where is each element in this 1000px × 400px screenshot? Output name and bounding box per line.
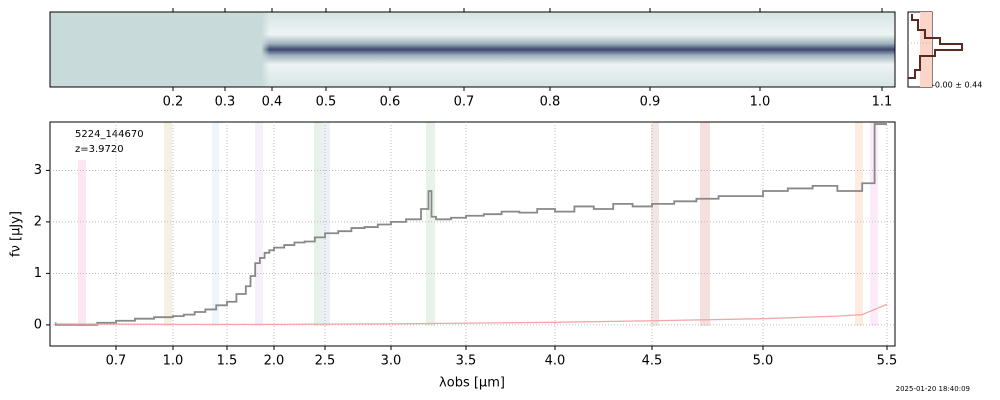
x2-tick-label: 0.3 bbox=[215, 95, 236, 110]
x-tick-label: 3.5 bbox=[456, 354, 477, 369]
spectrum-line bbox=[54, 123, 887, 326]
object-id: 5224_144670 bbox=[75, 129, 144, 140]
y-tick-label: 0 bbox=[34, 317, 42, 332]
x2-tick-label: 1.0 bbox=[750, 95, 771, 110]
x-tick-label: 1.5 bbox=[217, 354, 238, 369]
spectrum-line bbox=[55, 303, 888, 326]
y-tick-label: 3 bbox=[34, 163, 42, 178]
line-markers bbox=[78, 122, 878, 326]
noise-label: -0.00 ± 0.44 bbox=[932, 81, 982, 90]
x-axis-label: λobs [μm] bbox=[439, 376, 505, 391]
x2-tick-label: 0.6 bbox=[380, 95, 401, 110]
redshift: z=3.9720 bbox=[75, 144, 124, 155]
x-tick-label: 5.5 bbox=[877, 354, 898, 369]
x-tick-label: 1.0 bbox=[163, 354, 184, 369]
x2-tick-label: 0.9 bbox=[640, 95, 661, 110]
x2-tick-label: 0.8 bbox=[540, 95, 561, 110]
x2-tick-label: 0.4 bbox=[262, 95, 283, 110]
main-frame bbox=[49, 121, 896, 347]
x-tick-label: 4.0 bbox=[545, 354, 566, 369]
x2-tick-label: 1.1 bbox=[872, 95, 893, 110]
y-axis-label: fν [μJy] bbox=[9, 211, 24, 257]
x-tick-label: 2.0 bbox=[264, 354, 285, 369]
timestamp: 2025-01-20 18:40:09 bbox=[896, 385, 970, 393]
x-tick-label: 0.7 bbox=[106, 354, 127, 369]
top-frame bbox=[49, 11, 896, 88]
x-tick-label: 3.0 bbox=[381, 354, 402, 369]
y-tick-label: 1 bbox=[34, 266, 42, 281]
y-tick-label: 2 bbox=[34, 214, 42, 229]
spectrum-2d-blue bbox=[50, 12, 895, 87]
hist-band bbox=[920, 12, 932, 87]
x2-tick-label: 0.5 bbox=[316, 95, 337, 110]
x2-tick-label: 0.2 bbox=[163, 95, 184, 110]
x-tick-label: 2.5 bbox=[315, 354, 336, 369]
x2-tick-label: 0.7 bbox=[454, 95, 475, 110]
hist bbox=[908, 14, 963, 79]
x-tick-label: 4.5 bbox=[642, 354, 663, 369]
x-tick-label: 5.0 bbox=[753, 354, 774, 369]
